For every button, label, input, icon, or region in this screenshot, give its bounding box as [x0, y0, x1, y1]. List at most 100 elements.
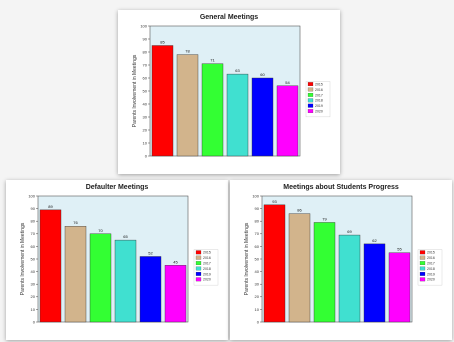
y-tick-label: 50 — [31, 256, 36, 261]
y-axis-label: Parents Involvement in Meetings — [20, 222, 26, 295]
y-tick-label: 0 — [33, 319, 36, 324]
y-tick-label: 90 — [31, 206, 36, 211]
bar-value-label: 89 — [48, 204, 53, 209]
bar-2019 — [139, 256, 162, 323]
bar-2015 — [151, 45, 174, 157]
bar-value-label: 45 — [173, 259, 178, 264]
bar-value-label: 60 — [260, 72, 265, 77]
legend-label: 2019 — [427, 272, 435, 276]
bar-2019 — [363, 243, 386, 323]
legend-label: 2017 — [427, 262, 435, 266]
legend-label: 2017 — [315, 93, 323, 97]
y-tick-label: 100 — [140, 23, 147, 28]
legend-swatch — [307, 87, 314, 92]
legend-label: 2016 — [315, 88, 323, 92]
bar-value-label: 62 — [372, 238, 377, 243]
legend-swatch — [195, 255, 202, 260]
legend-swatch — [307, 103, 314, 108]
legend-label: 2018 — [203, 267, 211, 271]
plot-area — [261, 195, 413, 323]
bar-2015 — [263, 204, 286, 323]
legend-label: 2019 — [203, 272, 211, 276]
chart-panel-student-progress-meetings: Meetings about Students Progress 0 10 20 30 4… — [230, 180, 452, 340]
y-tick-label: 40 — [255, 269, 260, 274]
chart-panel-general-meetings: General Meetings 0 10 20 30 40 50 60 70 80 90 100 Pa… — [118, 10, 340, 174]
y-tick-label: 90 — [143, 36, 148, 41]
y-tick-label: 100 — [28, 193, 35, 198]
chart-panel-defaulter-meetings: Defaulter Meetings 0 10 20 30 40 50 60 70 80 90 100… — [6, 180, 228, 340]
bar-2015 — [39, 209, 62, 323]
legend-swatch — [307, 109, 314, 114]
legend-swatch — [307, 82, 314, 87]
bar-value-label: 69 — [347, 229, 352, 234]
legend-swatch — [195, 250, 202, 255]
bar-2018 — [226, 73, 249, 157]
bar-2016 — [176, 54, 199, 157]
chart-title: General Meetings — [200, 14, 258, 21]
bar-value-label: 54 — [285, 80, 290, 85]
bar-value-label: 55 — [397, 247, 402, 252]
chart-title: Meetings about Students Progress — [283, 184, 399, 191]
y-tick-label: 80 — [143, 49, 148, 54]
bar-value-label: 71 — [210, 58, 215, 63]
y-tick-label: 40 — [143, 101, 148, 106]
y-tick-label: 30 — [31, 282, 36, 287]
y-axis-label: Parents Involvement in Meetings — [132, 54, 138, 127]
y-tick-label: 50 — [255, 256, 260, 261]
y-tick-label: 60 — [255, 244, 260, 249]
legend-swatch — [195, 266, 202, 271]
legend-swatch — [419, 277, 426, 282]
y-tick-label: 70 — [255, 231, 260, 236]
bar-value-label: 79 — [322, 216, 327, 221]
bar-2018 — [338, 234, 361, 323]
bar-2020 — [388, 252, 411, 323]
legend-swatch — [419, 261, 426, 266]
bar-2018 — [114, 239, 137, 323]
bar-2020 — [276, 85, 299, 157]
y-tick-label: 50 — [143, 88, 148, 93]
legend-label: 2015 — [315, 83, 323, 87]
y-tick-label: 0 — [257, 319, 260, 324]
y-tick-label: 60 — [31, 244, 36, 249]
y-tick-label: 30 — [143, 114, 148, 119]
bar-value-label: 78 — [185, 49, 190, 54]
bar-value-label: 86 — [297, 208, 302, 213]
legend-swatch — [307, 92, 314, 97]
bar-value-label: 52 — [148, 250, 153, 255]
y-tick-label: 10 — [255, 307, 260, 312]
bar-value-label: 93 — [272, 199, 277, 204]
legend-swatch — [195, 277, 202, 282]
bar-value-label: 76 — [73, 220, 78, 225]
y-tick-label: 10 — [31, 307, 36, 312]
y-tick-label: 80 — [31, 219, 36, 224]
legend-label: 2020 — [203, 278, 211, 282]
legend-swatch — [195, 271, 202, 276]
y-axis-label: Parents Involvement in Meetings — [244, 222, 250, 295]
legend-swatch — [419, 255, 426, 260]
bar-2017 — [201, 63, 224, 157]
bar-2017 — [89, 233, 112, 323]
legend-label: 2018 — [315, 99, 323, 103]
y-tick-label: 80 — [255, 219, 260, 224]
legend-label: 2016 — [203, 256, 211, 260]
chart-title: Defaulter Meetings — [86, 184, 149, 191]
legend-label: 2020 — [427, 278, 435, 282]
legend-swatch — [195, 261, 202, 266]
y-tick-label: 90 — [255, 206, 260, 211]
plot-area — [149, 25, 301, 157]
legend-label: 2018 — [427, 267, 435, 271]
y-tick-label: 100 — [252, 193, 259, 198]
bar-2016 — [64, 226, 87, 323]
y-tick-label: 10 — [143, 140, 148, 145]
bar-value-label: 65 — [123, 234, 128, 239]
legend-label: 2016 — [427, 256, 435, 260]
bar-2016 — [288, 213, 311, 323]
y-tick-label: 20 — [31, 294, 36, 299]
y-tick-label: 0 — [145, 153, 148, 158]
legend-label: 2020 — [315, 110, 323, 114]
bar-value-label: 70 — [98, 228, 103, 233]
y-tick-label: 20 — [255, 294, 260, 299]
bar-2020 — [164, 265, 187, 323]
legend-label: 2015 — [427, 251, 435, 255]
bar-chart-svg: Meetings about Students Progress 0 10 20 30 4… — [244, 184, 443, 324]
